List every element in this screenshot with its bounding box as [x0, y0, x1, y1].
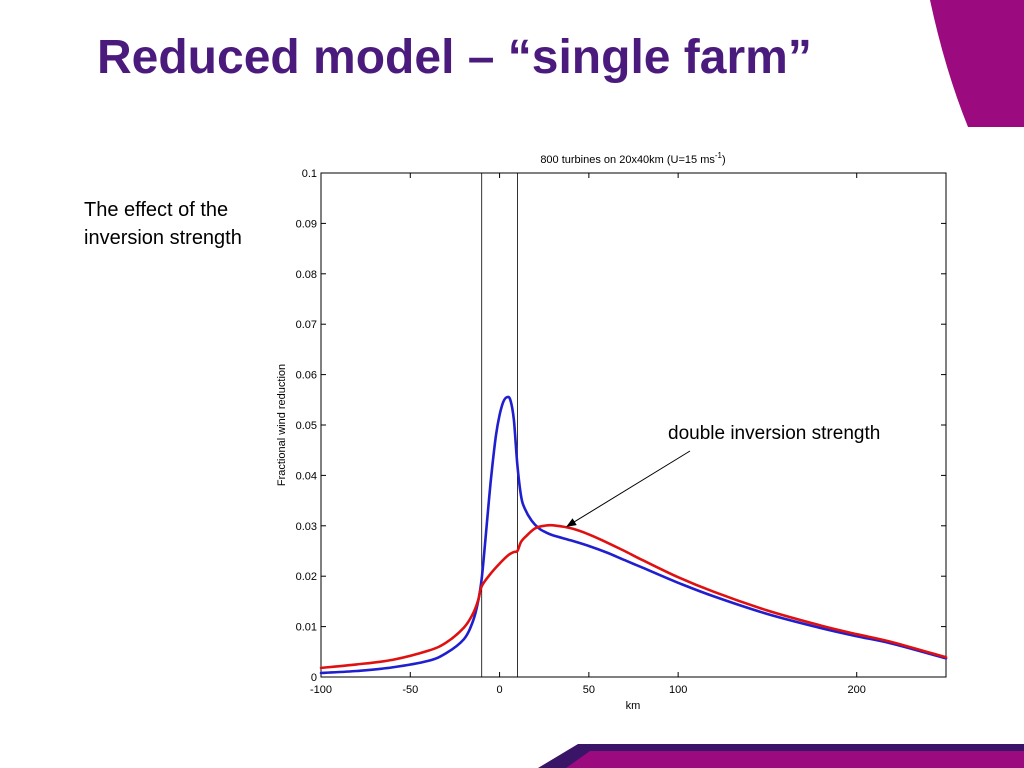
corner-accent-top-right [930, 0, 1024, 127]
side-note: The effect of the inversion strength [84, 196, 284, 252]
annotation-arrow [566, 450, 691, 527]
side-note-line-2: inversion strength [84, 227, 242, 249]
x-tick-label: 50 [583, 684, 595, 696]
y-tick-label: 0.02 [296, 571, 317, 583]
x-tick-label: 0 [497, 684, 503, 696]
y-tick-label: 0.09 [296, 218, 317, 230]
y-tick-label: 0 [311, 672, 317, 684]
x-tick-label: -50 [402, 684, 418, 696]
y-axis-ticks: 0 0.01 0.02 0.03 0.04 0.05 0.06 0.07 0.08 0.09 0.1 [296, 168, 946, 684]
series-lines [319, 395, 948, 675]
y-tick-label: 0.08 [296, 269, 317, 281]
y-tick-label: 0.03 [296, 521, 317, 533]
y-tick-label: 0.07 [296, 319, 317, 331]
x-tick-label: 200 [848, 684, 866, 696]
annotation-text: double inversion strength [668, 423, 880, 444]
y-tick-label: 0.06 [296, 370, 317, 382]
x-tick-label: -100 [310, 684, 332, 696]
corner-accent-bottom [566, 751, 1024, 768]
y-axis-label: Fractional wind reduction [276, 364, 288, 486]
chart-title-end: ) [722, 154, 726, 166]
x-axis-label: km [626, 700, 641, 712]
series-line-1 [319, 395, 948, 675]
side-note-line-1: The effect of the [84, 199, 229, 221]
x-tick-label: 100 [669, 684, 687, 696]
chart-title-sup: -1 [715, 151, 723, 160]
y-tick-label: 0.05 [296, 420, 317, 432]
series-line-2 [319, 523, 948, 670]
chart-title: 800 turbines on 20x40km (U=15 ms-1) [540, 151, 725, 166]
chart-title-main: 800 turbines on 20x40km (U=15 ms [540, 154, 715, 166]
y-tick-label: 0.04 [296, 470, 317, 482]
farm-edge-lines [481, 173, 518, 677]
slide-title: Reduced model – “single farm” [97, 31, 812, 84]
y-tick-label: 0.01 [296, 622, 317, 634]
y-tick-label: 0.1 [302, 168, 317, 180]
